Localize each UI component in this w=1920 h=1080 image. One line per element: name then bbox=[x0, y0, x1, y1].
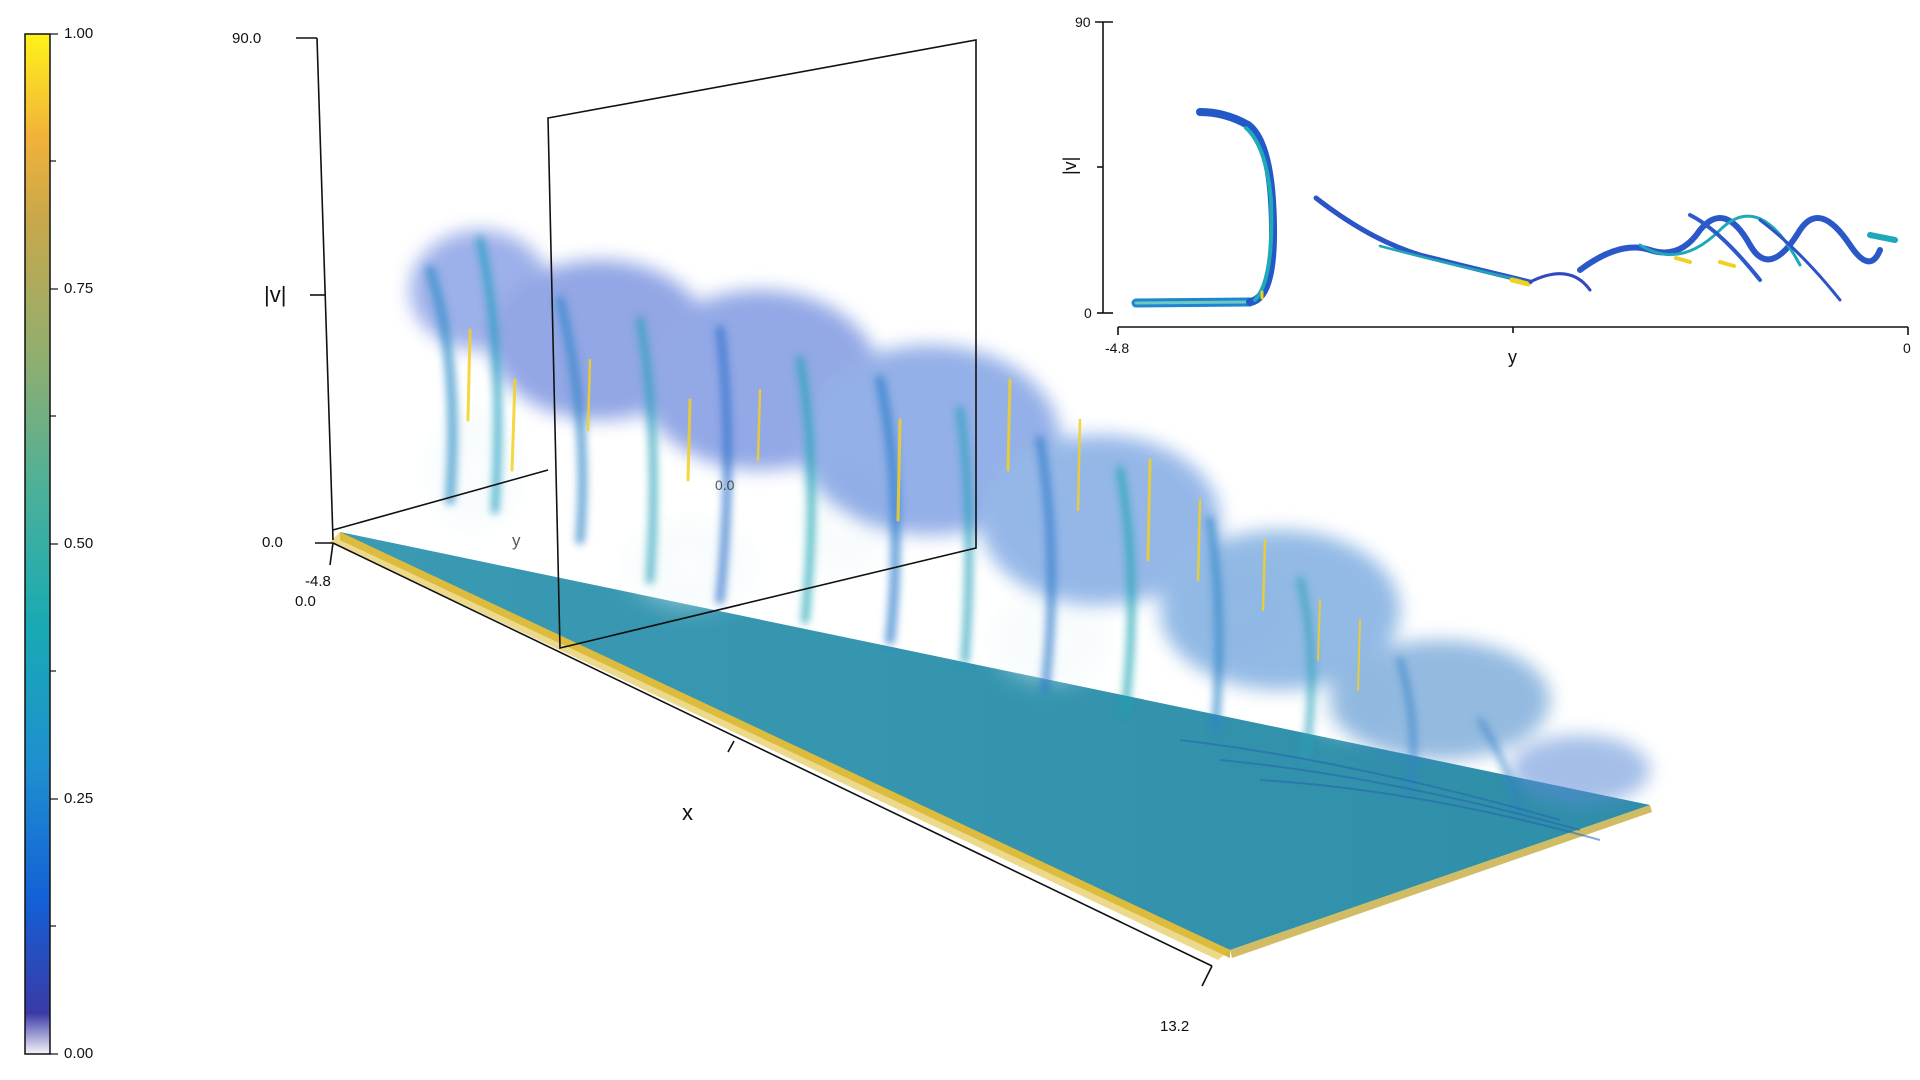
z-axis-max-label: 90.0 bbox=[232, 30, 261, 47]
colorbar-tick-label: 0.00 bbox=[64, 1045, 93, 1062]
x-axis-label: x bbox=[682, 800, 693, 825]
inset-phase-curve bbox=[1131, 108, 1898, 308]
inset-plot: 90 |v| 0 -4.8 y 0 bbox=[1060, 14, 1911, 367]
inset-x-tick-start: -4.8 bbox=[1105, 340, 1129, 356]
volume-floor bbox=[330, 532, 1652, 960]
colorbar-gradient bbox=[24, 33, 51, 1055]
x-axis-start-label: 0.0 bbox=[295, 593, 316, 610]
inset-y-tick-max: 90 bbox=[1075, 14, 1091, 30]
volume-ripples bbox=[1179, 739, 1601, 841]
inset-axes bbox=[1095, 21, 1909, 335]
main-volume-plot: 90.0 |v| 0.0 -4.8 0.0 y 0.0 x 13.2 bbox=[232, 30, 1652, 1035]
colorbar: 1.00 0.75 0.50 0.25 0.00 bbox=[24, 25, 93, 1062]
inset-x-tick-end: 0 bbox=[1903, 340, 1911, 356]
y-axis-start-label: -4.8 bbox=[305, 573, 331, 590]
colorbar-tick-label: 0.50 bbox=[64, 535, 93, 552]
volume-filaments bbox=[425, 236, 1523, 813]
colorbar-ticks bbox=[50, 33, 58, 1055]
inset-y-tick-min: 0 bbox=[1084, 305, 1092, 321]
z-axis-min-label: 0.0 bbox=[262, 534, 283, 551]
y-axis-label: y bbox=[512, 531, 521, 550]
inset-y-label: |v| bbox=[1060, 157, 1080, 175]
colorbar-tick-label: 0.25 bbox=[64, 790, 93, 807]
colorbar-tick-label: 0.75 bbox=[64, 280, 93, 297]
colorbar-tick-label: 1.00 bbox=[64, 25, 93, 42]
x-axis-end-label: 13.2 bbox=[1160, 1018, 1189, 1035]
z-axis-label: |v| bbox=[264, 282, 286, 307]
volume-hot-streaks bbox=[466, 328, 1361, 691]
y-slice-label: 0.0 bbox=[715, 477, 735, 493]
inset-x-label: y bbox=[1508, 347, 1517, 367]
axis-frame bbox=[296, 37, 1213, 987]
